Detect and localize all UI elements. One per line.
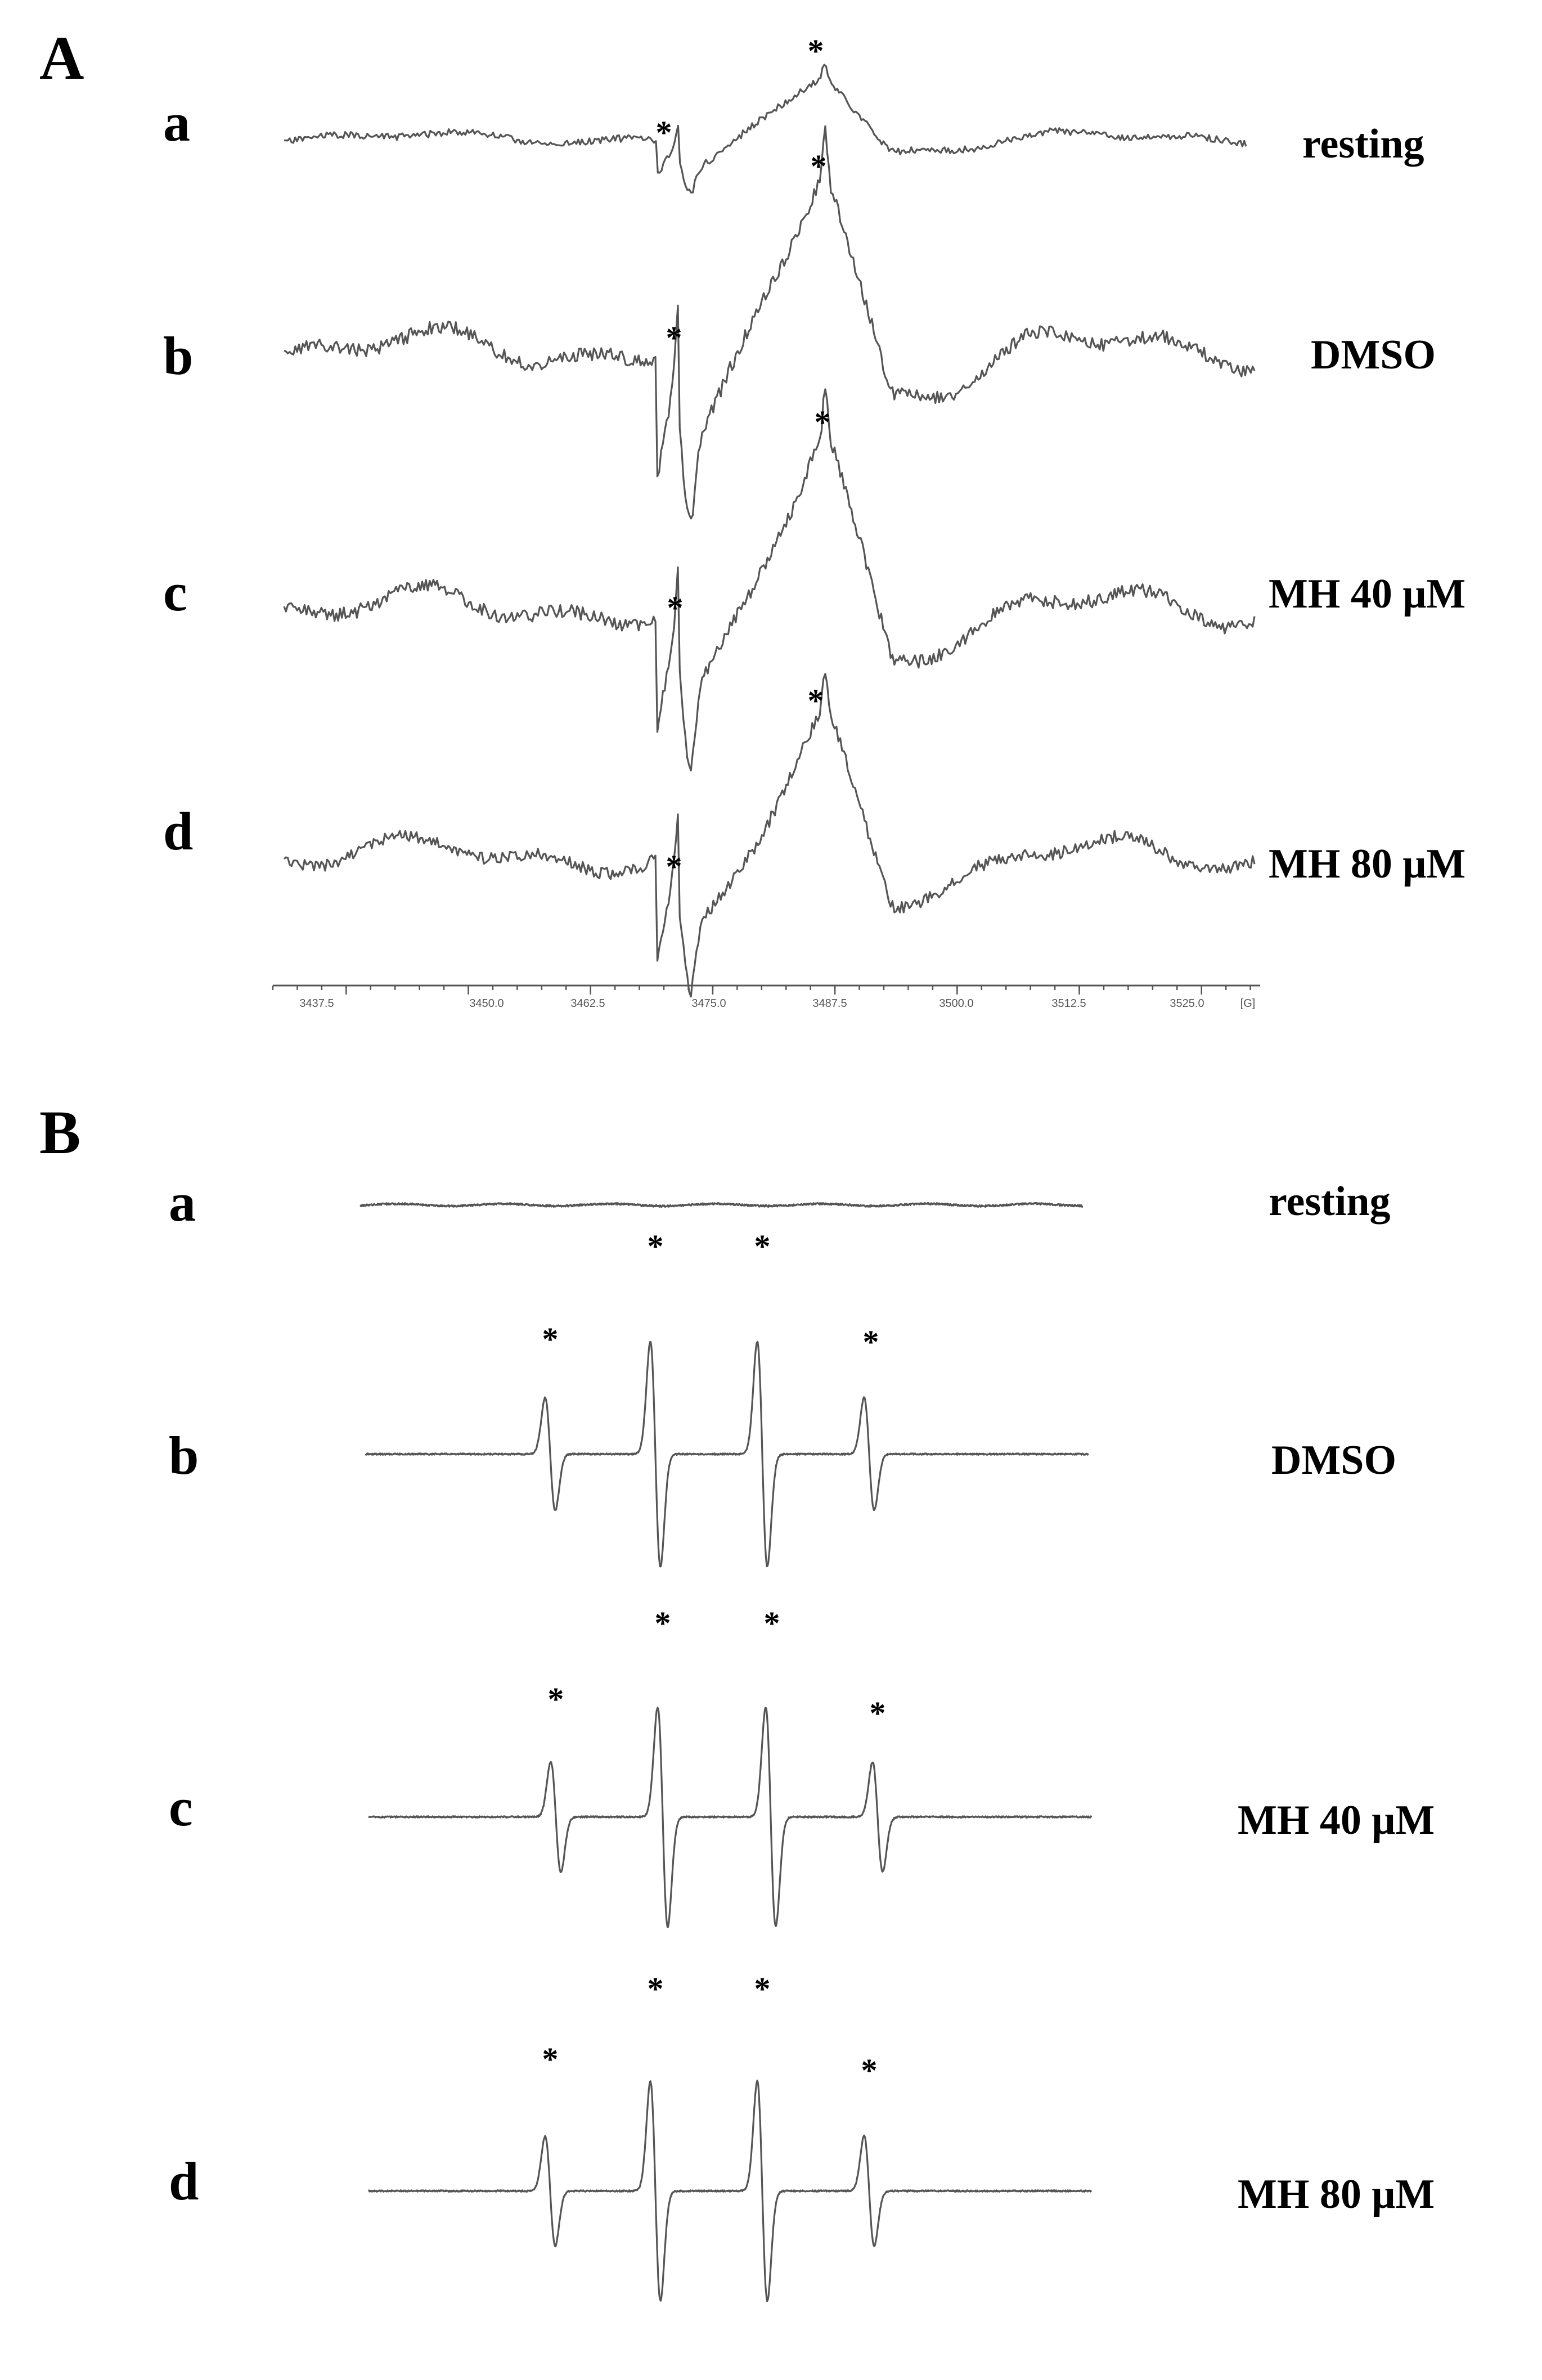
panel-a-marker: * bbox=[808, 682, 824, 719]
panel-a-label-dmso: DMSO bbox=[1311, 332, 1436, 378]
panel-b-letter: B bbox=[39, 1098, 80, 1167]
panel-b-label-mh40: MH 40 μM bbox=[1238, 1797, 1435, 1843]
panel-a-row-a-letter: a bbox=[163, 92, 190, 152]
panel-a-marker: * bbox=[808, 33, 824, 69]
panel-b-row-b-letter: b bbox=[169, 1425, 199, 1486]
panel-a-label-resting: resting bbox=[1302, 121, 1424, 167]
x-tick-label: 3475.0 bbox=[691, 997, 726, 1010]
x-tick-label: 3450.0 bbox=[469, 997, 503, 1010]
panel-b-spectrum-mh80 bbox=[368, 2080, 1093, 2302]
panel-b-marker: * bbox=[861, 2052, 878, 2089]
panel-b-marker: * bbox=[542, 1321, 559, 1357]
panel-b-label-dmso: DMSO bbox=[1271, 1437, 1396, 1483]
panel-b-marker: * bbox=[648, 1970, 664, 2007]
panel-b-marker: * bbox=[548, 1681, 564, 1717]
panel-b-label-mh80: MH 80 μM bbox=[1238, 2171, 1435, 2217]
panel-b-marker: * bbox=[764, 1605, 780, 1641]
panel-b-row-a-letter: a bbox=[169, 1172, 196, 1232]
panel-b-row-d-letter: d bbox=[169, 2151, 199, 2211]
panel-b-marker: * bbox=[863, 1324, 879, 1360]
panel-a-marker: * bbox=[667, 590, 684, 626]
panel-a-marker: * bbox=[815, 404, 831, 440]
panel-a-spectrum-resting bbox=[284, 64, 1247, 194]
panel-b-marker: * bbox=[754, 1970, 771, 2007]
panel-a-row-c-letter: c bbox=[163, 562, 187, 622]
x-unit-label: [G] bbox=[1240, 997, 1256, 1010]
panel-b-label-resting: resting bbox=[1269, 1178, 1391, 1225]
x-tick-label: 3500.0 bbox=[939, 997, 973, 1010]
panel-a-label-mh40: MH 40 μM bbox=[1269, 571, 1465, 617]
panel-b-spectrum-resting bbox=[359, 1202, 1084, 1208]
panel-b-spectrum-mh40 bbox=[368, 1707, 1093, 1928]
panel-a-spectrum-mh80 bbox=[283, 673, 1256, 998]
x-tick-label: 3437.5 bbox=[299, 997, 334, 1010]
panel-a-marker: * bbox=[666, 848, 682, 885]
panel-a-marker: * bbox=[666, 320, 682, 356]
panel-a-spectrum-mh40 bbox=[283, 388, 1256, 772]
panel-b-spectrum-dmso bbox=[365, 1340, 1089, 1568]
panel-a-marker: * bbox=[656, 114, 672, 151]
panel-b-marker: * bbox=[648, 1228, 664, 1265]
panel-a-row-b-letter: b bbox=[163, 326, 193, 386]
panel-b-marker: * bbox=[655, 1605, 671, 1641]
x-tick-label: 3525.0 bbox=[1170, 997, 1204, 1010]
panel-a-marker: * bbox=[811, 148, 827, 185]
panel-a-row-d-letter: d bbox=[163, 801, 193, 861]
x-tick-label: 3462.5 bbox=[570, 997, 605, 1010]
panel-a-label-mh80: MH 80 μM bbox=[1269, 841, 1465, 887]
panel-b-row-c-letter: c bbox=[169, 1777, 193, 1837]
panel-a-x-tick-labels: 3437.5 3450.0 3462.5 3475.0 3487.5 3500.… bbox=[299, 997, 1255, 1010]
x-tick-label: 3512.5 bbox=[1051, 997, 1086, 1010]
panel-b-marker: * bbox=[754, 1228, 771, 1265]
panel-b-marker: * bbox=[542, 2041, 559, 2077]
panel-a-x-ticks bbox=[272, 986, 1251, 995]
panel-b-marker: * bbox=[870, 1695, 886, 1731]
x-tick-label: 3487.5 bbox=[812, 997, 847, 1010]
panel-a-letter: A bbox=[39, 24, 84, 92]
panel-a-spectrum-dmso bbox=[284, 125, 1256, 520]
